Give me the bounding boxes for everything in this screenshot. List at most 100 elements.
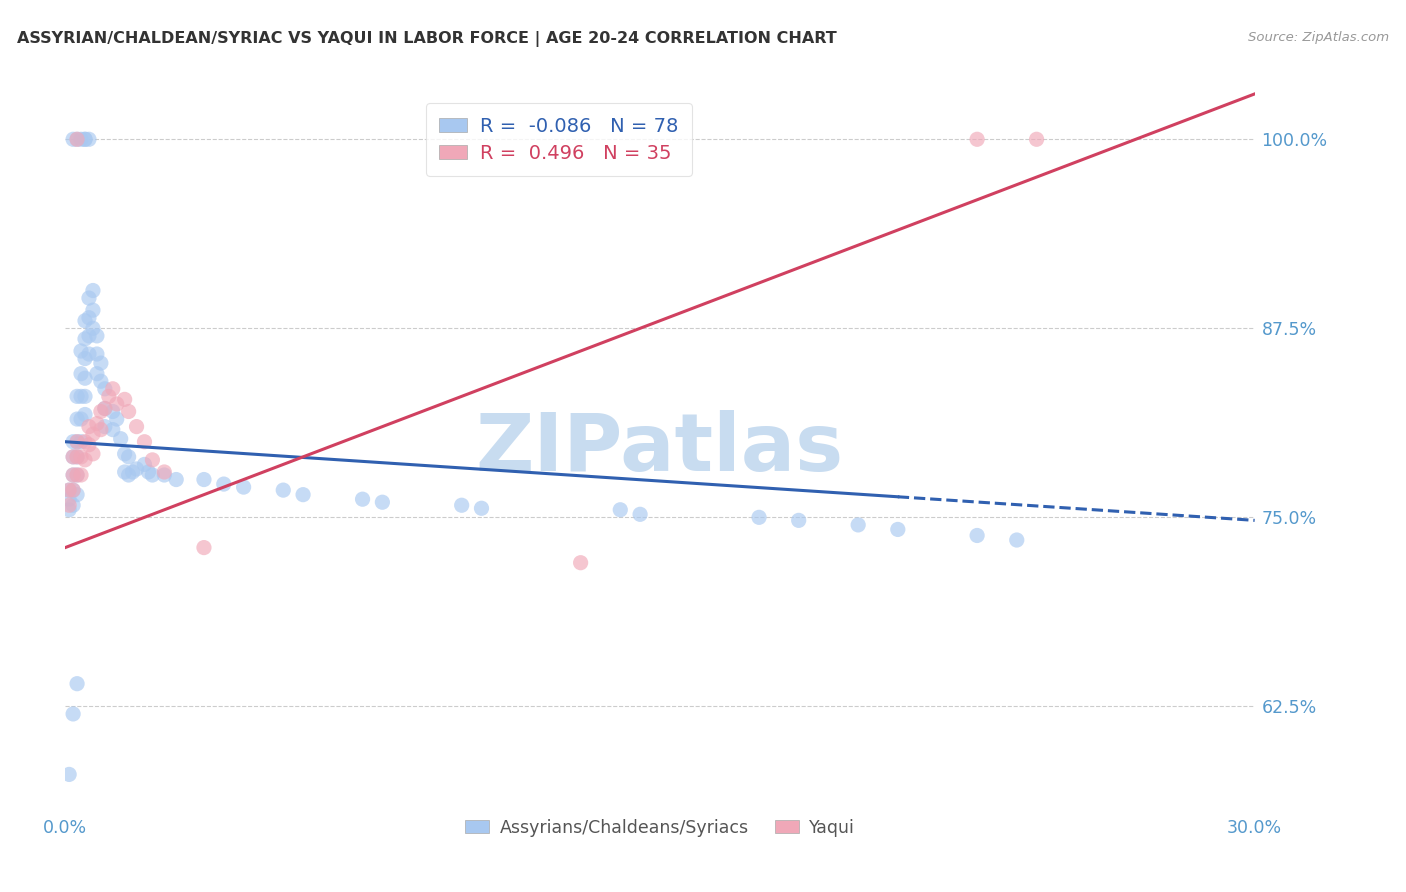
Point xyxy=(86,347,108,361)
Point xyxy=(153,468,176,483)
Point xyxy=(66,450,89,464)
Point xyxy=(90,404,112,418)
Point xyxy=(86,367,108,381)
Point xyxy=(77,310,100,325)
Point xyxy=(114,447,136,461)
Point xyxy=(846,517,869,532)
Point xyxy=(105,397,128,411)
Point xyxy=(62,132,84,146)
Point xyxy=(70,450,93,464)
Point xyxy=(97,389,120,403)
Point xyxy=(73,434,96,449)
Point xyxy=(134,458,156,472)
Point xyxy=(73,132,96,146)
Point xyxy=(58,483,80,497)
Point xyxy=(58,767,80,781)
Point xyxy=(887,523,910,537)
Point xyxy=(58,483,80,497)
Point xyxy=(125,419,148,434)
Point xyxy=(450,498,472,512)
Point xyxy=(73,332,96,346)
Point xyxy=(66,412,89,426)
Point xyxy=(352,492,374,507)
Point xyxy=(82,447,104,461)
Point xyxy=(58,492,80,507)
Point xyxy=(628,508,651,522)
Point xyxy=(66,434,89,449)
Point xyxy=(66,434,89,449)
Point xyxy=(141,468,163,483)
Point xyxy=(94,401,117,416)
Point xyxy=(62,483,84,497)
Point xyxy=(114,392,136,407)
Point xyxy=(787,513,810,527)
Point xyxy=(73,371,96,385)
Point xyxy=(94,401,117,416)
Point xyxy=(141,453,163,467)
Point xyxy=(70,434,93,449)
Point xyxy=(117,404,139,418)
Point xyxy=(193,541,215,555)
Point xyxy=(62,706,84,721)
Point xyxy=(966,132,988,146)
Point xyxy=(138,465,160,479)
Point xyxy=(94,419,117,434)
Point xyxy=(1005,533,1028,547)
Point xyxy=(66,468,89,483)
Point xyxy=(62,434,84,449)
Point xyxy=(70,389,93,403)
Point xyxy=(82,321,104,335)
Point xyxy=(82,427,104,442)
Point xyxy=(73,314,96,328)
Text: Source: ZipAtlas.com: Source: ZipAtlas.com xyxy=(1249,31,1389,45)
Point xyxy=(77,419,100,434)
Point xyxy=(125,462,148,476)
Point xyxy=(966,528,988,542)
Point xyxy=(292,488,315,502)
Point xyxy=(73,351,96,366)
Point xyxy=(77,291,100,305)
Point xyxy=(66,132,89,146)
Point xyxy=(470,501,492,516)
Legend: Assyrians/Chaldeans/Syriacs, Yaqui: Assyrians/Chaldeans/Syriacs, Yaqui xyxy=(458,812,862,844)
Point xyxy=(77,438,100,452)
Point xyxy=(62,483,84,497)
Point xyxy=(101,382,124,396)
Point xyxy=(66,488,89,502)
Point xyxy=(77,132,100,146)
Point xyxy=(117,468,139,483)
Point xyxy=(70,343,93,358)
Point xyxy=(70,367,93,381)
Point xyxy=(82,284,104,298)
Point xyxy=(77,347,100,361)
Point xyxy=(62,468,84,483)
Point xyxy=(371,495,394,509)
Point xyxy=(73,389,96,403)
Point xyxy=(70,468,93,483)
Text: ZIPatlas: ZIPatlas xyxy=(475,410,844,488)
Point xyxy=(193,473,215,487)
Point xyxy=(134,434,156,449)
Point xyxy=(212,477,235,491)
Point xyxy=(66,389,89,403)
Point xyxy=(66,468,89,483)
Point xyxy=(86,417,108,431)
Point xyxy=(73,453,96,467)
Point xyxy=(58,503,80,517)
Point xyxy=(1025,132,1047,146)
Point xyxy=(90,374,112,388)
Point xyxy=(121,465,143,479)
Point xyxy=(153,465,176,479)
Point xyxy=(66,676,89,690)
Point xyxy=(58,498,80,512)
Point xyxy=(609,503,631,517)
Point xyxy=(110,432,132,446)
Point xyxy=(62,468,84,483)
Point xyxy=(114,465,136,479)
Point xyxy=(105,412,128,426)
Point xyxy=(117,450,139,464)
Text: ASSYRIAN/CHALDEAN/SYRIAC VS YAQUI IN LABOR FORCE | AGE 20-24 CORRELATION CHART: ASSYRIAN/CHALDEAN/SYRIAC VS YAQUI IN LAB… xyxy=(17,31,837,47)
Point xyxy=(66,132,89,146)
Point xyxy=(271,483,294,497)
Point xyxy=(232,480,254,494)
